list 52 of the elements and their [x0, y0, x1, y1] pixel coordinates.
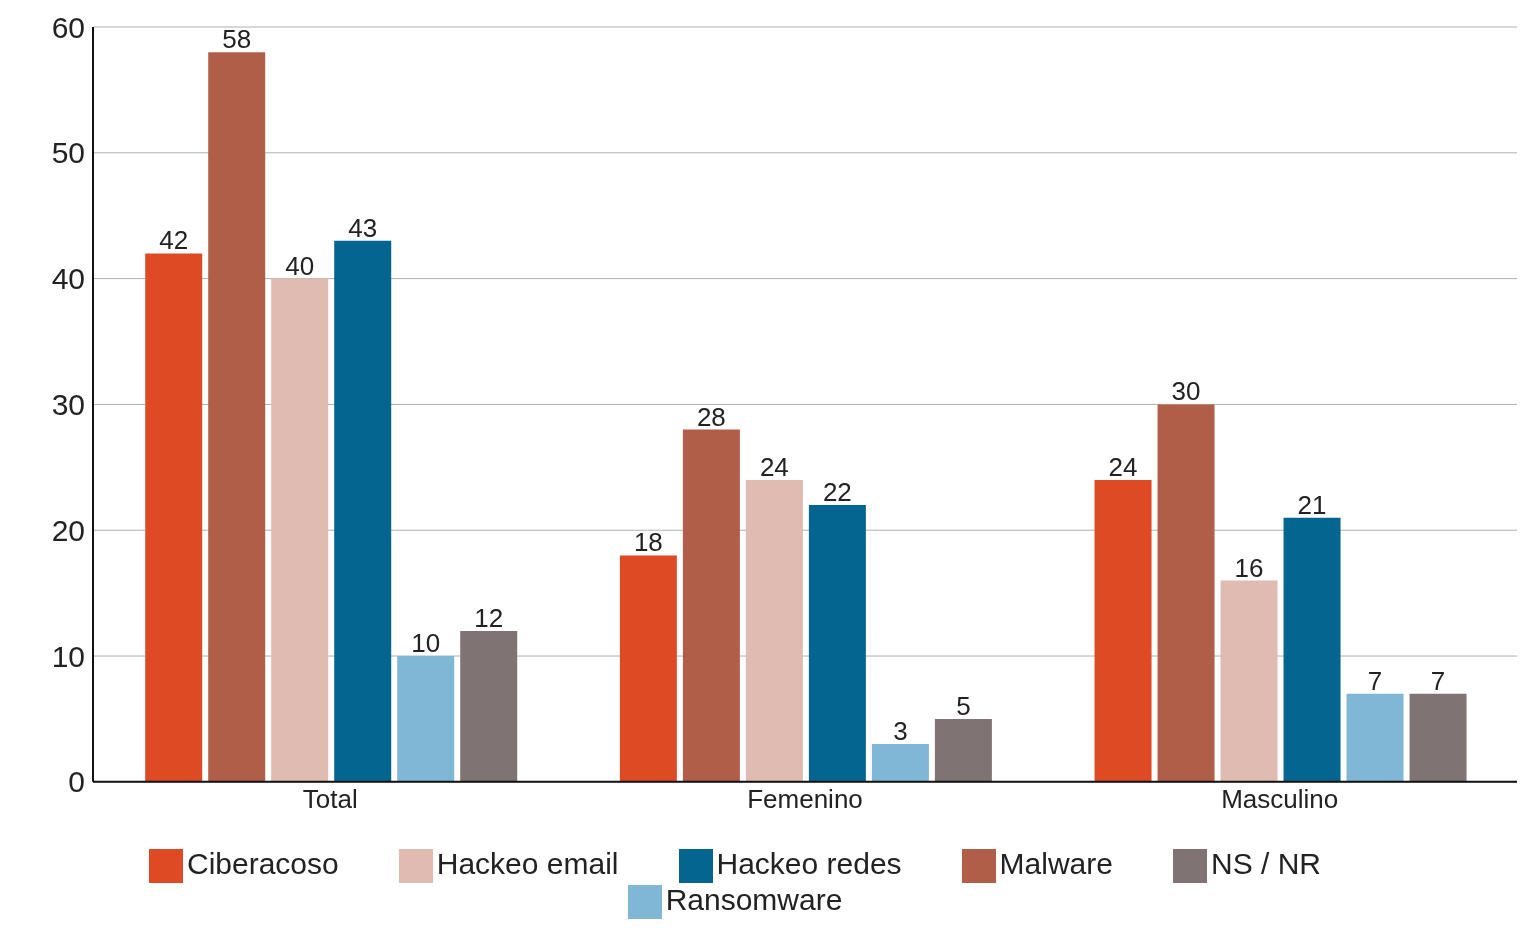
- data-label: 5: [956, 690, 971, 721]
- data-label: 28: [696, 401, 726, 432]
- y-tick-label: 60: [51, 10, 85, 44]
- bar: [934, 718, 992, 782]
- bar: [682, 429, 740, 782]
- bar: [745, 479, 803, 782]
- data-label: 58: [222, 24, 252, 55]
- data-label: 3: [893, 716, 908, 747]
- bar: [460, 630, 518, 782]
- data-label: 24: [759, 451, 789, 482]
- data-label: 24: [1108, 451, 1138, 482]
- data-label: 22: [822, 477, 852, 508]
- legend-label: Ciberacoso: [187, 846, 339, 880]
- y-tick-label: 10: [51, 639, 85, 673]
- y-tick-label: 50: [51, 136, 85, 170]
- bar: [334, 240, 392, 782]
- bar: [397, 656, 455, 782]
- y-tick-label: 20: [51, 513, 85, 547]
- data-label: 40: [285, 250, 315, 281]
- x-tick-label: Total: [302, 784, 358, 815]
- data-label: 42: [159, 225, 189, 256]
- bar: [145, 253, 203, 782]
- bar: [271, 278, 329, 782]
- data-label: 10: [411, 628, 441, 659]
- bar: [208, 52, 266, 782]
- data-label: 18: [633, 527, 663, 558]
- data-label: 21: [1297, 489, 1327, 520]
- bar: [1409, 693, 1467, 782]
- bar: [1220, 580, 1278, 782]
- bar: [1346, 693, 1404, 782]
- data-label: 12: [474, 602, 504, 633]
- data-label: 30: [1171, 376, 1201, 407]
- legend-label: Hackeo email: [436, 846, 619, 880]
- legend-label: Hackeo redes: [716, 846, 902, 880]
- y-tick-label: 30: [51, 388, 85, 422]
- bar: [1283, 517, 1341, 782]
- data-label: 16: [1234, 552, 1264, 583]
- bar: [1094, 479, 1152, 782]
- y-tick-label: 40: [51, 262, 85, 296]
- data-label: 43: [348, 212, 378, 243]
- y-tick-label: 0: [68, 765, 85, 799]
- bar: [871, 744, 929, 782]
- bar: [619, 555, 677, 782]
- x-tick-label: Masculino: [1221, 784, 1339, 815]
- legend-label: NS / NR: [1210, 846, 1321, 880]
- data-label: 7: [1430, 665, 1446, 696]
- bar: [1157, 404, 1215, 782]
- data-label: 7: [1367, 665, 1383, 696]
- x-tick-label: Femenino: [747, 784, 863, 815]
- legend-label: Ransomware: [665, 882, 843, 916]
- bar: [808, 505, 866, 782]
- legend-label: Malware: [999, 846, 1113, 880]
